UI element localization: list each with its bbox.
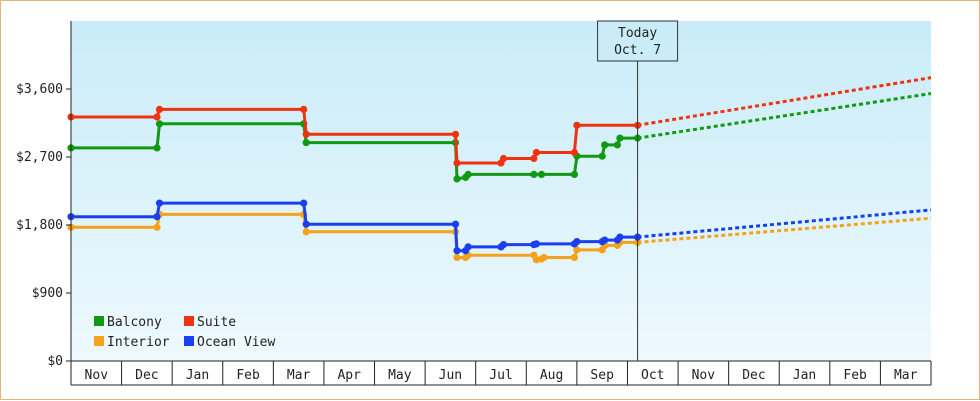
x-tick-label: Nov [692,368,716,383]
x-tick-label: Oct [641,368,664,383]
y-tick-label: $1,800 [16,218,63,233]
plot-area [71,21,931,361]
data-point-ocean-view [302,220,310,228]
y-tick-label: $2,700 [16,150,63,165]
x-tick-label: Nov [85,368,109,383]
x-tick-label: Dec [135,368,158,383]
legend-swatch [184,336,194,346]
data-point-interior [540,253,548,262]
data-point-suite [532,148,541,157]
data-point-ocean-view [453,247,461,255]
data-point-interior [153,223,161,231]
data-point-ocean-view [532,240,541,248]
data-point-suite [451,130,460,138]
series-line-suite [71,107,638,165]
data-point-ocean-view [155,199,164,207]
data-point-suite [155,105,164,113]
data-point-balcony [302,139,310,147]
today-label-box [597,20,679,62]
data-point-balcony [616,134,624,142]
data-point-balcony [464,170,472,178]
forecast-line-ocean-view [637,208,932,239]
series-ocean-view [67,199,932,255]
data-point-suite [570,148,579,157]
today-date: Oct. 7 [614,43,661,58]
data-point-ocean-view [300,199,308,207]
x-tick-label: Mar [894,368,918,383]
legend-label: Ocean View [197,335,275,350]
y-tick-label: $0 [47,354,63,369]
series-layer [67,76,932,264]
legend: Balcony Suite Interior Ocean View [94,315,275,350]
data-point-balcony [537,170,546,178]
data-point-ocean-view [464,243,472,251]
x-tick-label: Dec [742,368,765,383]
x-tick-label: Jan [793,368,816,383]
legend-swatch [94,336,104,346]
x-tick-label: Jan [186,368,209,383]
data-point-ocean-view [499,241,508,249]
data-point-interior [573,246,581,254]
axes: $0 $900 $1,800 $2,700 $3,600 Nov Dec Jan Feb Mar A… [16,21,932,386]
today-label: Today [618,26,657,41]
today-marker: Today Oct. 7 [597,20,679,361]
data-point-balcony [453,175,461,183]
legend-label: Suite [197,315,236,330]
x-tick-label: Jul [489,368,512,383]
series-balcony [67,92,932,183]
legend-item-balcony: Balcony [94,315,162,330]
x-tick-label: Apr [337,368,361,383]
data-point-balcony [570,170,579,178]
legend-label: Interior [107,335,170,350]
y-tick-label: $3,600 [16,82,63,97]
data-point-suite [530,154,538,163]
data-point-ocean-view [601,236,609,244]
x-tick-label: Sep [590,368,614,383]
forecast-line-suite [637,76,932,127]
data-point-balcony [155,120,164,128]
data-point-interior [453,253,461,262]
y-tick-label: $900 [32,286,63,301]
data-point-balcony [530,170,538,178]
forecast-line-balcony [637,92,932,140]
legend-label: Balcony [107,315,162,330]
x-tick-label: Aug [540,368,563,383]
data-point-interior [302,228,310,236]
x-tick-label: May [388,368,412,383]
legend-swatch [94,316,104,326]
data-point-suite [453,159,461,167]
data-point-ocean-view [451,220,460,228]
data-point-balcony [613,141,622,149]
data-point-ocean-view [153,213,161,221]
data-point-suite [300,105,308,113]
data-point-suite [499,154,508,163]
legend-item-suite: Suite [184,315,236,330]
x-tick-label: Mar [287,368,311,383]
forecast-line-interior [637,216,932,244]
legend-item-ocean-view: Ocean View [184,335,275,350]
x-tick-label: Feb [843,368,867,383]
data-point-balcony [601,141,609,149]
data-point-balcony [153,144,161,152]
x-tick-label: Jun [439,368,462,383]
data-point-suite [153,113,161,121]
data-point-interior [570,253,579,262]
x-tick-label: Feb [236,368,260,383]
legend-swatch [184,316,194,326]
series-suite [67,76,932,167]
legend-item-interior: Interior [94,335,170,350]
data-point-ocean-view [616,233,624,241]
data-point-ocean-view [573,238,581,246]
data-point-suite [573,121,581,129]
data-point-balcony [598,152,606,160]
data-point-suite [302,130,310,138]
